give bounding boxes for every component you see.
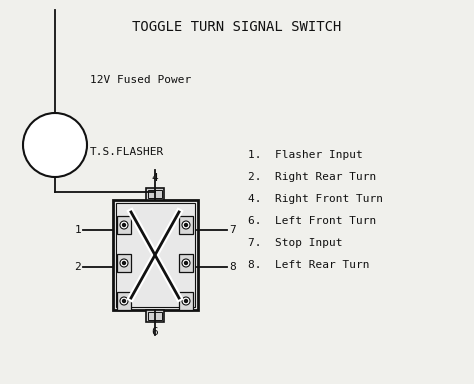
Circle shape bbox=[122, 223, 126, 227]
Circle shape bbox=[122, 300, 126, 303]
Text: 1: 1 bbox=[74, 225, 81, 235]
Bar bbox=[179, 292, 193, 310]
Bar bbox=[146, 188, 164, 200]
Text: 2: 2 bbox=[74, 262, 81, 272]
Text: 4: 4 bbox=[152, 173, 158, 183]
Bar bbox=[179, 254, 193, 272]
Text: 6: 6 bbox=[152, 327, 158, 337]
Circle shape bbox=[23, 113, 87, 177]
Text: T.S.FLASHER: T.S.FLASHER bbox=[90, 147, 164, 157]
Bar bbox=[117, 292, 131, 310]
Text: 8.  Left Rear Turn: 8. Left Rear Turn bbox=[248, 260, 370, 270]
Text: 12V Fused Power: 12V Fused Power bbox=[90, 75, 191, 85]
Circle shape bbox=[184, 223, 188, 227]
Circle shape bbox=[182, 259, 190, 267]
Text: 4.  Right Front Turn: 4. Right Front Turn bbox=[248, 194, 383, 204]
Circle shape bbox=[184, 262, 188, 265]
Circle shape bbox=[120, 259, 128, 267]
Circle shape bbox=[120, 297, 128, 305]
Circle shape bbox=[182, 221, 190, 229]
Bar bbox=[146, 310, 164, 322]
Bar bbox=[113, 200, 198, 310]
Bar bbox=[116, 203, 195, 307]
Bar bbox=[148, 190, 162, 198]
Circle shape bbox=[120, 221, 128, 229]
Bar bbox=[179, 216, 193, 234]
Text: 1.  Flasher Input: 1. Flasher Input bbox=[248, 150, 363, 160]
Circle shape bbox=[182, 297, 190, 305]
Text: 8: 8 bbox=[229, 262, 236, 272]
Circle shape bbox=[122, 262, 126, 265]
Text: 6.  Left Front Turn: 6. Left Front Turn bbox=[248, 216, 376, 226]
Bar bbox=[117, 216, 131, 234]
Text: 7.  Stop Input: 7. Stop Input bbox=[248, 238, 343, 248]
Bar bbox=[148, 312, 162, 320]
Text: 7: 7 bbox=[229, 225, 236, 235]
Text: TOGGLE TURN SIGNAL SWITCH: TOGGLE TURN SIGNAL SWITCH bbox=[132, 20, 342, 34]
Circle shape bbox=[184, 300, 188, 303]
Text: 2.  Right Rear Turn: 2. Right Rear Turn bbox=[248, 172, 376, 182]
Bar bbox=[117, 254, 131, 272]
